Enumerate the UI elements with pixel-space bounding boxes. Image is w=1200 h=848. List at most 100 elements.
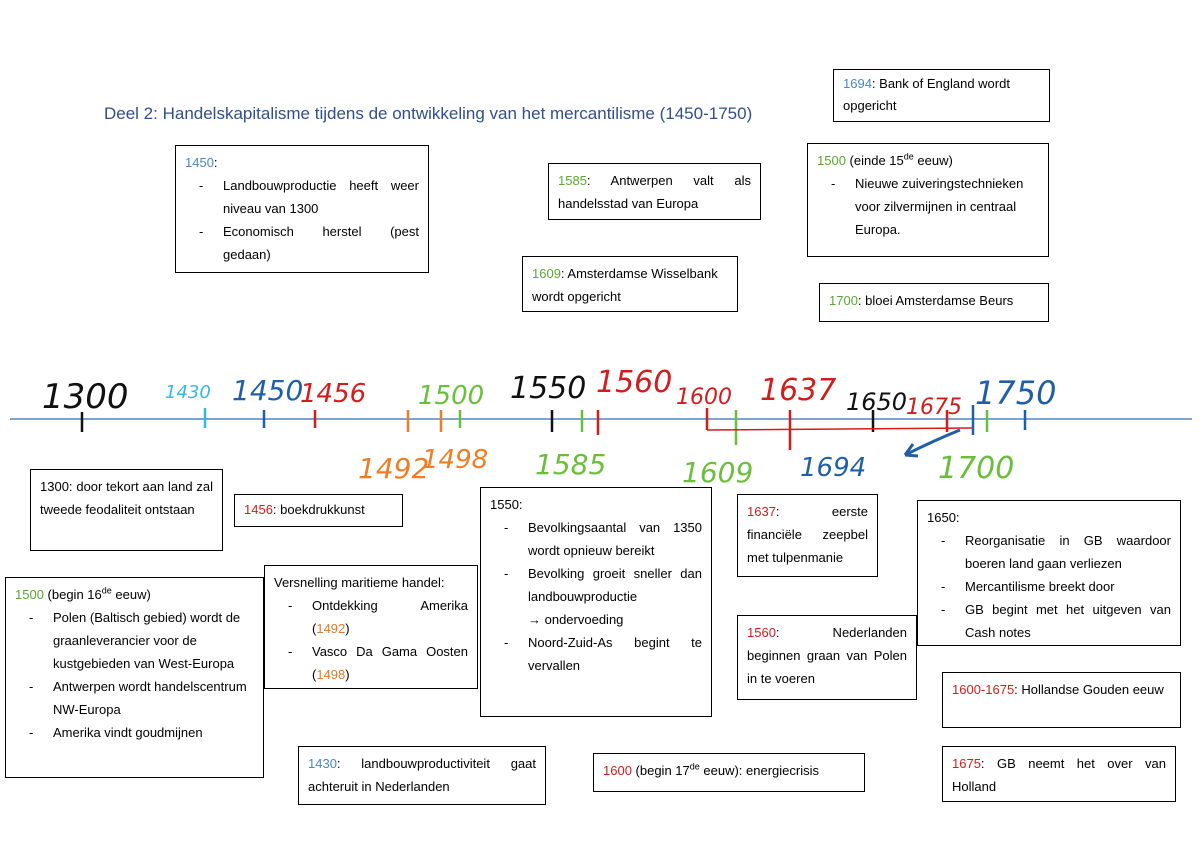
list-item: Ontdekking Amerika (1492) [288, 594, 468, 640]
event-text: : Amsterdamse Wisselbank wordt opgericht [532, 266, 718, 304]
year-label: 1650: [927, 510, 960, 525]
box-1456: 1456: boekdrukkunst [234, 494, 403, 527]
tick-label-1650: 1650 [846, 388, 907, 416]
tick-label-1600: 1600 [676, 385, 732, 410]
year-label: 1550: [490, 497, 523, 512]
year-label: 1637 [747, 504, 776, 519]
tick-label-1450: 1450 [232, 374, 303, 407]
tick-label-1430: 1430 [165, 382, 211, 403]
event-text: 1300: door tekort aan land zal tweede fe… [40, 479, 213, 517]
box-1550: 1550: Bevolkingsaantal van 1350 wordt op… [480, 487, 712, 717]
box-versnelling: Versnelling maritieme handel: Ontdekking… [264, 565, 478, 689]
event-text: : GB neemt het over van Holland [952, 756, 1166, 794]
year-label: 1498 [316, 667, 346, 682]
tick-label-1500: 1500 [418, 381, 484, 411]
box-heading: Versnelling maritieme handel: [274, 575, 445, 590]
year-label: 1694 [843, 76, 872, 91]
list-item: GB begint met het uitgeven van Cash note… [941, 598, 1171, 644]
event-text: : boekdrukkunst [272, 502, 365, 517]
year-label: 1675 [952, 756, 981, 771]
tick-label-1675: 1675 [906, 395, 962, 420]
superscript: de [101, 585, 112, 596]
box-1609: 1609: Amsterdamse Wisselbank wordt opger… [522, 256, 738, 312]
tick-label-1560: 1560 [596, 365, 672, 400]
year-label: 1600-1675 [952, 682, 1015, 697]
year-label: 1609 [532, 266, 561, 281]
event-text: → ondervoeding [528, 612, 624, 627]
event-text: Ontdekking Amerika ( [312, 598, 468, 636]
box-1694: 1694: Bank of England wordt opgericht [833, 69, 1050, 122]
gouden-eeuw-bracket [706, 427, 973, 431]
year-label: 1500 [817, 153, 846, 168]
list-item: Amerika vindt goudmijnen [29, 721, 254, 744]
tick-label-1700: 1700 [938, 451, 1014, 486]
tick-label-1637: 1637 [760, 373, 836, 408]
event-text: Vasco Da Gama Oosten ( [312, 644, 468, 682]
tick-label-1492: 1492 [358, 452, 429, 485]
list-item: Economisch herstel (pest gedaan) [199, 220, 419, 266]
tick-label-1456: 1456 [300, 379, 366, 409]
box-1450: 1450: Landbouwproductie heeft weer nivea… [175, 145, 429, 273]
year-label: 1700 [829, 293, 858, 308]
event-text: eeuw): energiecrisis [699, 763, 819, 778]
list-item: Reorganisatie in GB waardoor boeren land… [941, 529, 1171, 575]
event-text: : Hollandse Gouden eeuw [1014, 682, 1164, 697]
list-item: Nieuwe zuiveringstechnieken voor zilverm… [831, 172, 1039, 241]
year-label: 1500 [15, 587, 44, 602]
list-item: Vasco Da Gama Oosten (1498) [288, 640, 468, 686]
year-label: 1600 [603, 763, 632, 778]
year-label: 1585 [558, 173, 587, 188]
box-1300: 1300: door tekort aan land zal tweede fe… [30, 469, 223, 551]
box-1637: 1637: eerste financiële zeepbel met tulp… [737, 494, 878, 577]
superscript: de [903, 151, 914, 162]
list-item: Bevolkingsaantal van 1350 wordt opnieuw … [504, 516, 702, 562]
superscript: de [689, 761, 700, 772]
event-text: ) [345, 621, 350, 636]
list-item: Polen (Baltisch gebied) wordt de graanle… [29, 606, 254, 675]
event-text: : bloei Amsterdamse Beurs [857, 293, 1014, 308]
list-item: Noord-Zuid-As begint te vervallen [504, 631, 702, 677]
event-text: (begin 16 [43, 587, 102, 602]
tick-label-1550: 1550 [510, 371, 586, 406]
tick-label-1498: 1498 [422, 445, 488, 475]
event-text: ) [345, 667, 350, 682]
event-text: Bevolking groeit sneller dan landbouwpro… [528, 566, 702, 604]
list-item: Bevolking groeit sneller dan landbouwpro… [504, 562, 702, 631]
year-label: 1560 [747, 625, 776, 640]
year-label: 1450 [185, 155, 214, 170]
tick-label-1609: 1609 [682, 456, 753, 489]
box-1500-begin: 1500 (begin 16de eeuw) Polen (Baltisch g… [5, 577, 264, 778]
event-text: : Nederlanden beginnen graan van Polen i… [747, 625, 907, 686]
event-text: (einde 15 [845, 153, 904, 168]
event-text: : eerste financiële zeepbel met tulpenma… [747, 504, 868, 565]
tick-label-1585: 1585 [535, 448, 606, 481]
event-text: : Antwerpen valt als handelsstad van Eur… [558, 173, 751, 211]
list-item: Landbouwproductie heeft weer niveau van … [199, 174, 419, 220]
box-1500-einde: 1500 (einde 15de eeuw) Nieuwe zuiverings… [807, 143, 1049, 257]
tick-label-1694: 1694 [800, 453, 866, 483]
list-item: Antwerpen wordt handelscentrum NW-Europa [29, 675, 254, 721]
tick-label-1300: 1300 [42, 377, 129, 417]
box-1560: 1560: Nederlanden beginnen graan van Pol… [737, 615, 917, 700]
list-item: Mercantilisme breekt door [941, 575, 1171, 598]
year-label: 1430 [308, 756, 337, 771]
box-1700: 1700: bloei Amsterdamse Beurs [819, 283, 1049, 322]
year-label: 1492 [316, 621, 346, 636]
box-1585: 1585: Antwerpen valt als handelsstad van… [548, 163, 761, 220]
event-text: : landbouwproductiviteit gaat achteruit … [308, 756, 536, 794]
box-1650: 1650: Reorganisatie in GB waardoor boere… [917, 500, 1181, 646]
box-1600-1675: 1600-1675: Hollandse Gouden eeuw [942, 672, 1181, 728]
tick-label-1750: 1750 [975, 374, 1056, 412]
event-text: : Bank of England wordt opgericht [843, 76, 1010, 113]
page-title: Deel 2: Handelskapitalisme tijdens de on… [104, 104, 753, 123]
event-text: eeuw) [111, 587, 151, 602]
box-1600: 1600 (begin 17de eeuw): energiecrisis [593, 753, 865, 792]
arrowhead-icon [903, 443, 919, 458]
event-text: (begin 17 [631, 763, 690, 778]
year-label: 1456 [244, 502, 273, 517]
arrow-icon [904, 428, 961, 457]
box-1675: 1675: GB neemt het over van Holland [942, 746, 1176, 802]
event-text: eeuw) [913, 153, 953, 168]
box-1430: 1430: landbouwproductiviteit gaat achter… [298, 746, 546, 805]
